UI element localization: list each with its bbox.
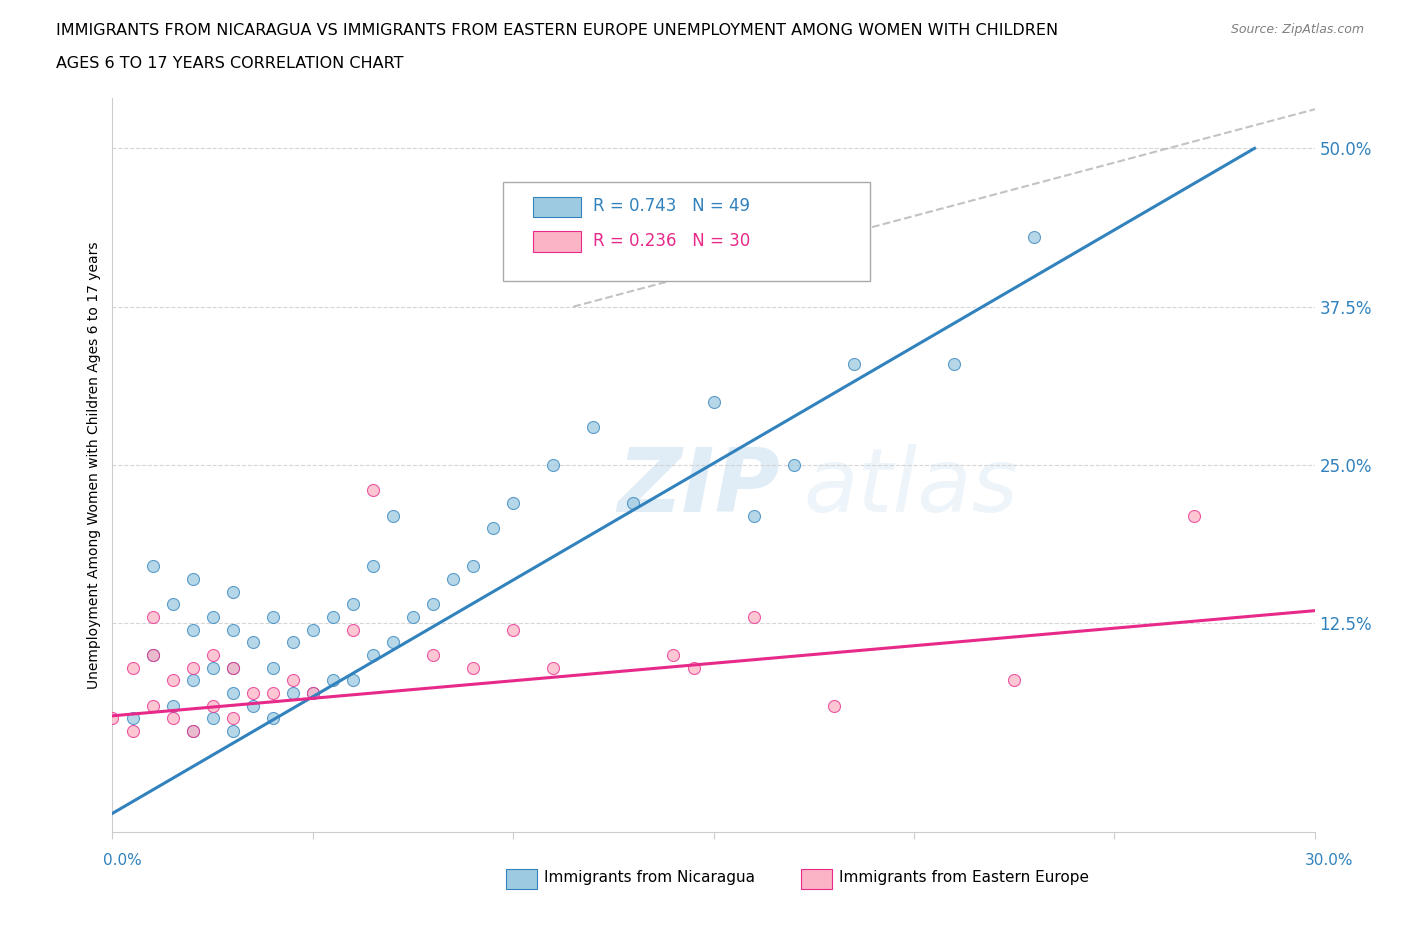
Text: IMMIGRANTS FROM NICARAGUA VS IMMIGRANTS FROM EASTERN EUROPE UNEMPLOYMENT AMONG W: IMMIGRANTS FROM NICARAGUA VS IMMIGRANTS …: [56, 23, 1059, 38]
Text: AGES 6 TO 17 YEARS CORRELATION CHART: AGES 6 TO 17 YEARS CORRELATION CHART: [56, 56, 404, 71]
Point: [262, 685, 284, 700]
Text: R = 0.236   N = 30: R = 0.236 N = 30: [593, 232, 751, 250]
Text: ZIP: ZIP: [617, 444, 780, 530]
Point: [1184, 508, 1206, 523]
Point: [322, 673, 344, 688]
Point: [742, 508, 765, 523]
Point: [201, 609, 224, 624]
Point: [543, 660, 565, 675]
Point: [342, 622, 364, 637]
Point: [281, 685, 304, 700]
Point: [201, 698, 224, 713]
Text: Immigrants from Eastern Europe: Immigrants from Eastern Europe: [839, 870, 1090, 885]
Point: [402, 609, 425, 624]
FancyBboxPatch shape: [533, 197, 581, 218]
Point: [121, 711, 143, 725]
Point: [281, 673, 304, 688]
Point: [422, 647, 444, 662]
Point: [121, 660, 143, 675]
Point: [141, 647, 165, 662]
Point: [422, 597, 444, 612]
Point: [141, 609, 165, 624]
Point: [222, 660, 245, 675]
Point: [242, 635, 264, 650]
Point: [101, 711, 124, 725]
Point: [302, 685, 325, 700]
Point: [201, 711, 224, 725]
Point: [181, 724, 204, 738]
Point: [242, 698, 264, 713]
Point: [502, 496, 524, 511]
Point: [461, 559, 484, 574]
Text: 0.0%: 0.0%: [103, 853, 142, 868]
Point: [302, 685, 325, 700]
Point: [582, 419, 605, 434]
Point: [482, 521, 505, 536]
Point: [222, 711, 245, 725]
FancyBboxPatch shape: [533, 232, 581, 252]
Point: [162, 597, 184, 612]
Point: [441, 572, 464, 587]
Point: [262, 609, 284, 624]
Point: [222, 622, 245, 637]
Point: [181, 622, 204, 637]
Point: [742, 609, 765, 624]
Point: [222, 685, 245, 700]
Point: [222, 584, 245, 599]
Point: [162, 711, 184, 725]
Point: [162, 698, 184, 713]
Point: [382, 635, 405, 650]
Point: [1024, 230, 1046, 245]
Point: [281, 635, 304, 650]
Point: [121, 724, 143, 738]
Point: [943, 356, 966, 371]
Point: [461, 660, 484, 675]
Point: [201, 660, 224, 675]
Point: [662, 647, 685, 662]
Point: [1002, 673, 1025, 688]
Point: [623, 496, 645, 511]
Point: [361, 483, 384, 498]
Point: [783, 458, 806, 472]
Point: [242, 685, 264, 700]
Point: [823, 698, 845, 713]
FancyBboxPatch shape: [503, 182, 870, 282]
Point: [543, 458, 565, 472]
Point: [201, 647, 224, 662]
Point: [222, 660, 245, 675]
Point: [181, 572, 204, 587]
Point: [342, 673, 364, 688]
Text: Source: ZipAtlas.com: Source: ZipAtlas.com: [1230, 23, 1364, 36]
Point: [361, 559, 384, 574]
Point: [342, 597, 364, 612]
Point: [502, 622, 524, 637]
Point: [302, 622, 325, 637]
Point: [141, 698, 165, 713]
Point: [181, 673, 204, 688]
Point: [322, 609, 344, 624]
Point: [181, 660, 204, 675]
Point: [361, 647, 384, 662]
Point: [262, 711, 284, 725]
Point: [162, 673, 184, 688]
Text: R = 0.743   N = 49: R = 0.743 N = 49: [593, 196, 751, 215]
Point: [181, 724, 204, 738]
Text: Immigrants from Nicaragua: Immigrants from Nicaragua: [544, 870, 755, 885]
Point: [703, 394, 725, 409]
Text: 30.0%: 30.0%: [1305, 853, 1353, 868]
Point: [682, 660, 704, 675]
Point: [262, 660, 284, 675]
Point: [141, 559, 165, 574]
Point: [222, 724, 245, 738]
Point: [141, 647, 165, 662]
Text: atlas: atlas: [804, 444, 1018, 530]
Y-axis label: Unemployment Among Women with Children Ages 6 to 17 years: Unemployment Among Women with Children A…: [87, 241, 101, 689]
Point: [842, 356, 865, 371]
Point: [382, 508, 405, 523]
